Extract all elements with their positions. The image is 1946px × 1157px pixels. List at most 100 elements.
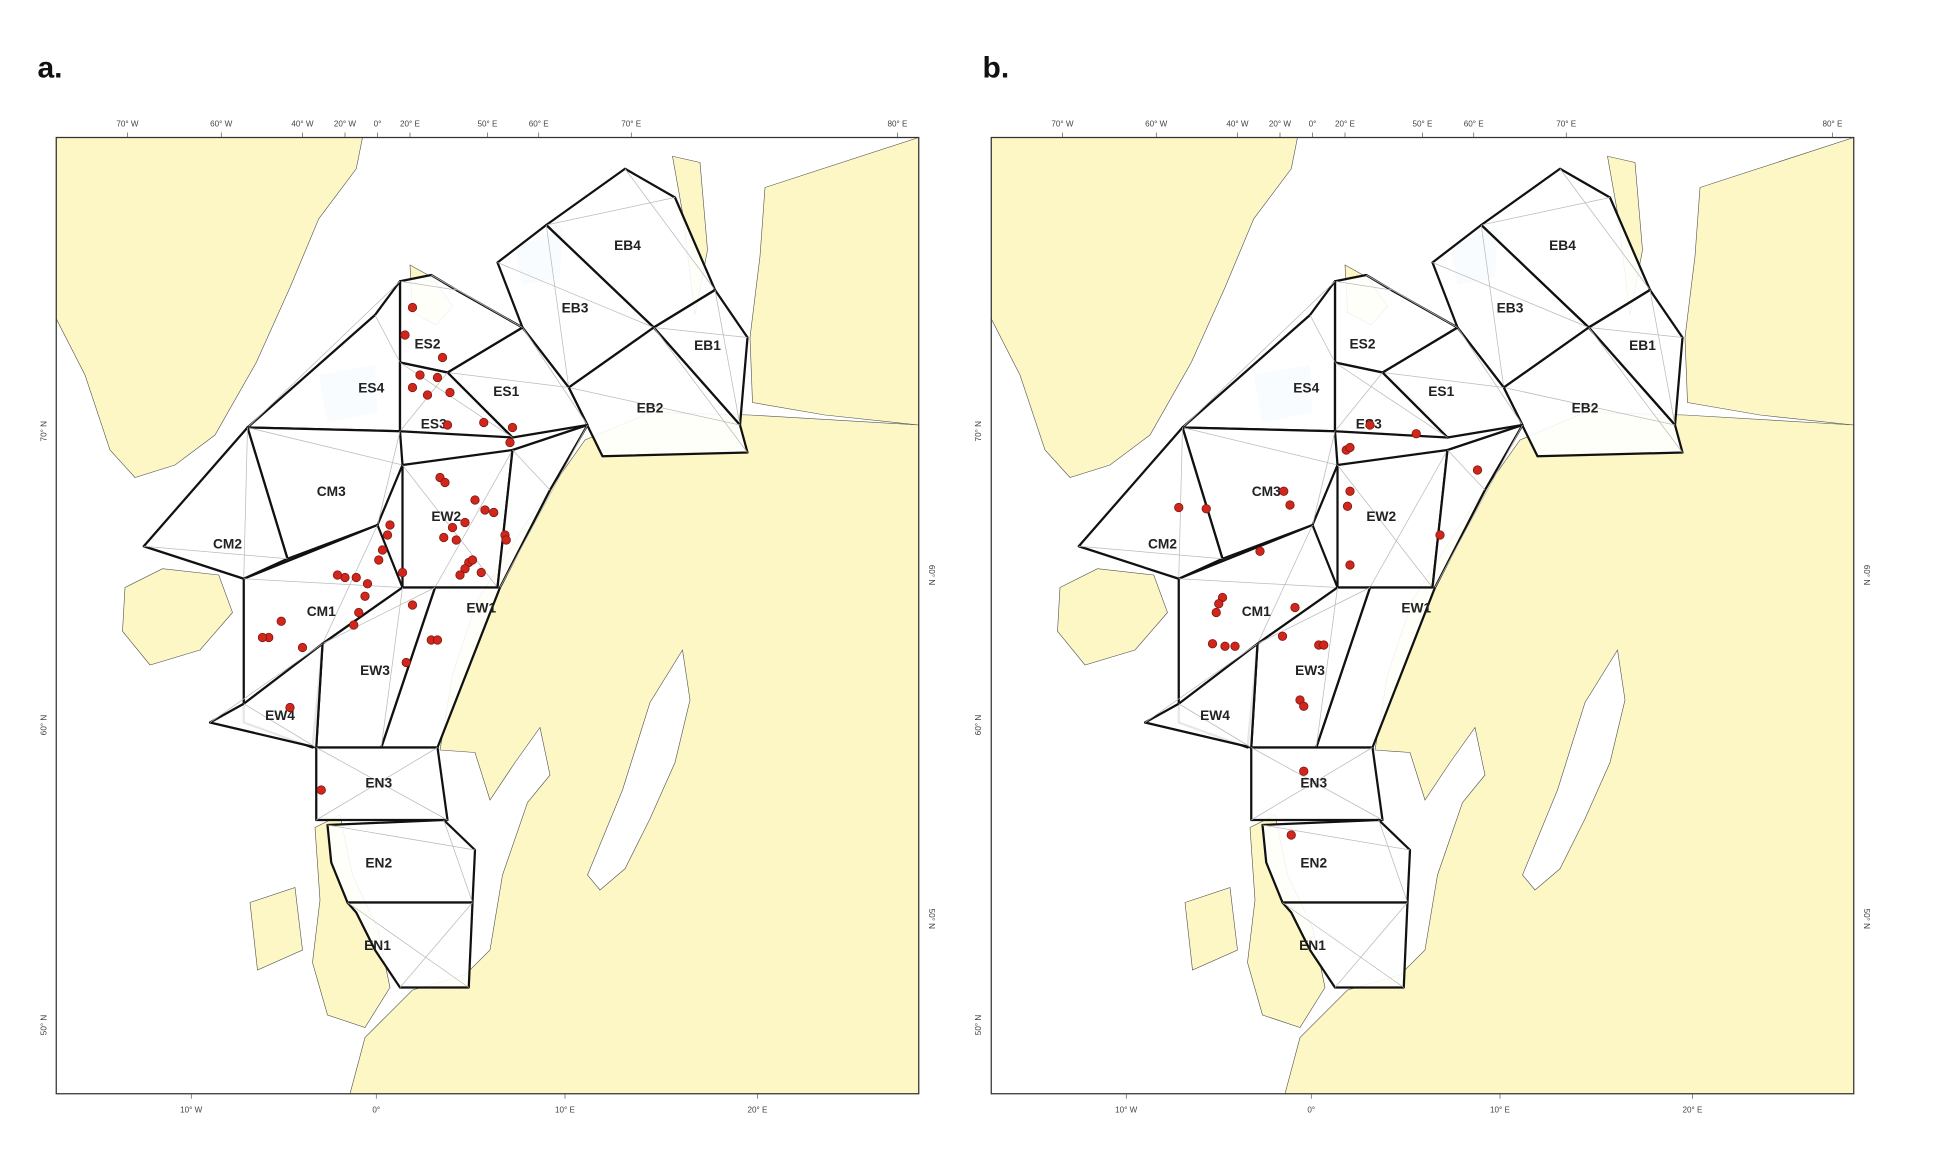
observation-dot xyxy=(351,572,361,583)
region-hatch xyxy=(247,280,401,428)
region-label: EW1 xyxy=(1401,600,1431,615)
top-axis-label: 70° W xyxy=(116,119,139,128)
region-hatch xyxy=(143,545,288,560)
region-label: CM1 xyxy=(1242,604,1271,619)
left-axis-label: 50° N xyxy=(974,1015,983,1036)
region-hatch xyxy=(714,289,741,426)
land xyxy=(1684,137,1854,426)
top-axis-label: 20° E xyxy=(1335,119,1356,128)
region-area xyxy=(1143,642,1259,749)
observation-dot xyxy=(460,517,470,528)
observation-dot xyxy=(1411,429,1421,439)
region-hatch xyxy=(1649,289,1676,426)
left-axis-label: 60° N xyxy=(974,715,983,736)
region-label: EN1 xyxy=(1299,938,1326,953)
region-hatch xyxy=(374,314,401,363)
region-label: EW4 xyxy=(265,708,295,723)
observation-dot xyxy=(1201,504,1211,514)
region-hatch xyxy=(1503,387,1676,426)
region-hatch xyxy=(399,372,448,432)
top-axis-label: 70° W xyxy=(1051,119,1074,128)
region-hatch xyxy=(1457,327,1523,426)
region-hatch xyxy=(316,747,448,821)
land xyxy=(56,137,363,478)
region-hatch xyxy=(247,427,403,466)
observation-dot xyxy=(432,635,443,645)
top-axis-label: 60° W xyxy=(1145,119,1168,128)
top-axis-label: 0° xyxy=(374,119,382,128)
region-area xyxy=(1077,426,1224,580)
region-hatch xyxy=(322,524,378,644)
region-label: EW3 xyxy=(360,663,390,678)
region-area xyxy=(1502,326,1684,458)
top-axis-label: 40° W xyxy=(291,119,314,128)
region-hatch xyxy=(1480,224,1505,388)
region-label: EN3 xyxy=(1300,775,1327,790)
observation-dot xyxy=(401,657,411,668)
observation-dot xyxy=(257,632,268,643)
observation-dot xyxy=(1345,486,1355,496)
observation-dot xyxy=(1255,546,1265,556)
observation-dot xyxy=(447,522,458,533)
observation-dot xyxy=(480,505,490,515)
region-label: ES4 xyxy=(1293,380,1319,395)
region-hatch xyxy=(568,387,741,426)
observation-dot xyxy=(1285,500,1295,510)
panel-label: b. xyxy=(982,52,1009,85)
bottom-axis-label: 10° E xyxy=(1490,1106,1511,1115)
region-label: EB3 xyxy=(1497,300,1524,315)
region-label: EB4 xyxy=(1549,238,1576,253)
region-label: CM2 xyxy=(213,537,242,552)
region-hatch xyxy=(1182,280,1336,428)
observation-dot xyxy=(407,382,418,393)
observation-dot xyxy=(455,570,465,580)
bottom-axis-label: 10° E xyxy=(555,1106,576,1115)
region-hatch xyxy=(1447,449,1486,491)
observation-dot xyxy=(316,785,326,795)
observation-dot xyxy=(1345,442,1355,453)
right-axis-label: 50° N xyxy=(927,909,936,930)
observation-dot xyxy=(1319,640,1329,650)
top-axis-label: 20° W xyxy=(1269,119,1292,128)
bottom-axis-label: 20° E xyxy=(1683,1106,1704,1115)
top-axis-label: 60° W xyxy=(210,119,233,128)
observation-dot xyxy=(1286,830,1296,840)
region-label: ES2 xyxy=(1349,337,1375,352)
observation-dot xyxy=(297,642,308,653)
top-axis-label: 60° E xyxy=(529,119,550,128)
region-label: CM3 xyxy=(1252,484,1281,499)
map-panel: EB4 EB3 EB1 EB2 ES2 ES4 ES1 ES3 CM3 EW2 CM2 CM1 EW1 E… xyxy=(39,119,935,1114)
region-hatch xyxy=(1378,819,1408,903)
observation-dot xyxy=(349,620,359,630)
observation-dot xyxy=(377,545,388,555)
region-label: ES1 xyxy=(493,384,519,399)
region-label: EN3 xyxy=(365,775,392,790)
region-hatch xyxy=(1366,274,1458,328)
land xyxy=(749,137,919,426)
observation-dot xyxy=(1299,766,1309,776)
region-label: CM3 xyxy=(317,484,346,499)
bottom-axis-label: 0° xyxy=(1307,1106,1315,1115)
region-hatch xyxy=(434,449,513,588)
observation-dot xyxy=(470,495,480,505)
region-label: CM2 xyxy=(1148,537,1177,552)
top-axis-label: 80° E xyxy=(1823,119,1844,128)
region-label: ES3 xyxy=(421,417,447,432)
region-hatch xyxy=(209,643,323,723)
region-hatch xyxy=(1257,524,1313,644)
region-hatch xyxy=(1559,168,1651,291)
observation-dot xyxy=(354,607,364,618)
observation-dot xyxy=(382,530,393,540)
region-label: CM1 xyxy=(307,604,336,619)
region-hatch xyxy=(653,327,748,453)
region-hatch xyxy=(1262,824,1411,851)
region-hatch xyxy=(1309,314,1336,363)
region-hatch xyxy=(624,168,716,291)
top-axis-label: 50° E xyxy=(478,119,499,128)
region-hatch xyxy=(1334,372,1383,432)
region-hatch xyxy=(443,819,473,903)
region-label: ES4 xyxy=(358,380,384,395)
observation-dot xyxy=(422,390,433,400)
region-hatch xyxy=(1369,449,1448,588)
region-hatch xyxy=(447,372,569,388)
